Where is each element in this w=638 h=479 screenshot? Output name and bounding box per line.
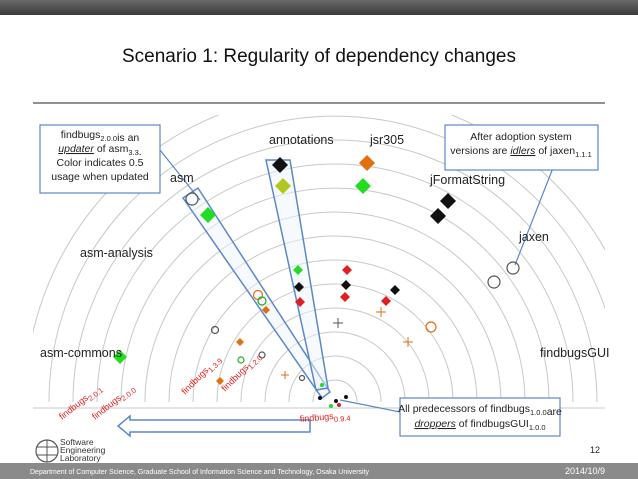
version-label: findbugs0.9.4 <box>299 410 351 427</box>
text-run: findbugs <box>299 411 334 424</box>
axis-label: jaxen <box>518 230 549 244</box>
text-run: of findbugsGUI <box>456 418 529 430</box>
arc <box>264 331 406 403</box>
footer-bar <box>0 463 638 479</box>
axis-label: asm-analysis <box>80 246 153 260</box>
arc <box>144 211 526 403</box>
text-run: usage when updated <box>51 171 149 183</box>
arc <box>33 115 605 335</box>
arc <box>72 139 598 403</box>
emphasis: updater <box>58 143 94 155</box>
callout-line: usage when updated <box>51 171 149 183</box>
arc <box>288 355 382 403</box>
callout-line: updater of asm3.3. <box>58 143 141 158</box>
arc <box>120 187 550 403</box>
callout-boxes <box>39 124 599 437</box>
subscript: 1.1.1 <box>575 150 592 159</box>
diagram-labels: asm annotations jsr305 jFormatString jaxen as… <box>40 133 609 360</box>
axis-label: asm-commons <box>40 346 122 360</box>
arc <box>216 283 454 403</box>
arc <box>96 163 574 403</box>
emphasis: droppers <box>414 418 456 430</box>
callout-line: findbugs2.0.0is an <box>61 129 140 144</box>
text-run: . <box>139 146 142 158</box>
arc <box>48 115 605 403</box>
footer-text: Department of Computer Science, Graduate… <box>30 469 370 476</box>
axis-label: asm <box>170 171 194 185</box>
callout-line: droppers of findbugsGUI1.0.0 <box>414 418 545 432</box>
subscript: 3.3 <box>128 148 138 157</box>
text-run: of jaxen <box>535 145 575 157</box>
callout-line: After adoption system <box>470 131 572 143</box>
callout-line: versions are idlers of jaxen1.1.1 <box>450 145 592 159</box>
axis-label: jsr305 <box>369 133 404 147</box>
subscript: 0.9.4 <box>334 414 351 424</box>
top-bar <box>0 0 638 15</box>
arc <box>168 235 502 403</box>
arc <box>312 379 358 403</box>
arc <box>192 259 478 403</box>
callout-line: All predecessors of findbugs1.0.0are <box>398 403 562 418</box>
text-run: are <box>547 406 562 418</box>
axis-label: jFormatString <box>429 173 505 187</box>
highlights <box>113 149 561 438</box>
subscript: 1.0.0 <box>530 408 547 417</box>
arc <box>240 307 430 403</box>
date: 2014/10/9 <box>565 466 605 476</box>
text-run: After adoption system <box>470 131 572 143</box>
subscript: 2.0.0 <box>100 134 117 143</box>
markers <box>113 155 520 408</box>
callout-line: Color indicates 0.5 <box>57 157 144 169</box>
text-run: Color indicates 0.5 <box>57 157 144 169</box>
slide-title: Scenario 1: Regularity of dependency cha… <box>122 46 516 67</box>
text-run: versions are <box>450 145 510 157</box>
subscript: 1.0.0 <box>529 423 546 432</box>
axis-label: findbugsGUI <box>540 346 609 360</box>
text-run: All predecessors of findbugs <box>398 403 530 415</box>
emphasis: idlers <box>510 145 536 157</box>
logo-line: Software <box>60 437 94 447</box>
text-run: of asm <box>94 143 129 155</box>
axis-label: annotations <box>269 133 334 147</box>
logo-line: Laboratory <box>60 453 101 463</box>
text-run: findbugs <box>61 129 101 141</box>
logo: Software Engineering Laboratory <box>35 437 106 463</box>
page-number: 12 <box>590 445 600 455</box>
logo-line: Engineering <box>60 445 106 455</box>
text-run: is an <box>117 132 139 144</box>
